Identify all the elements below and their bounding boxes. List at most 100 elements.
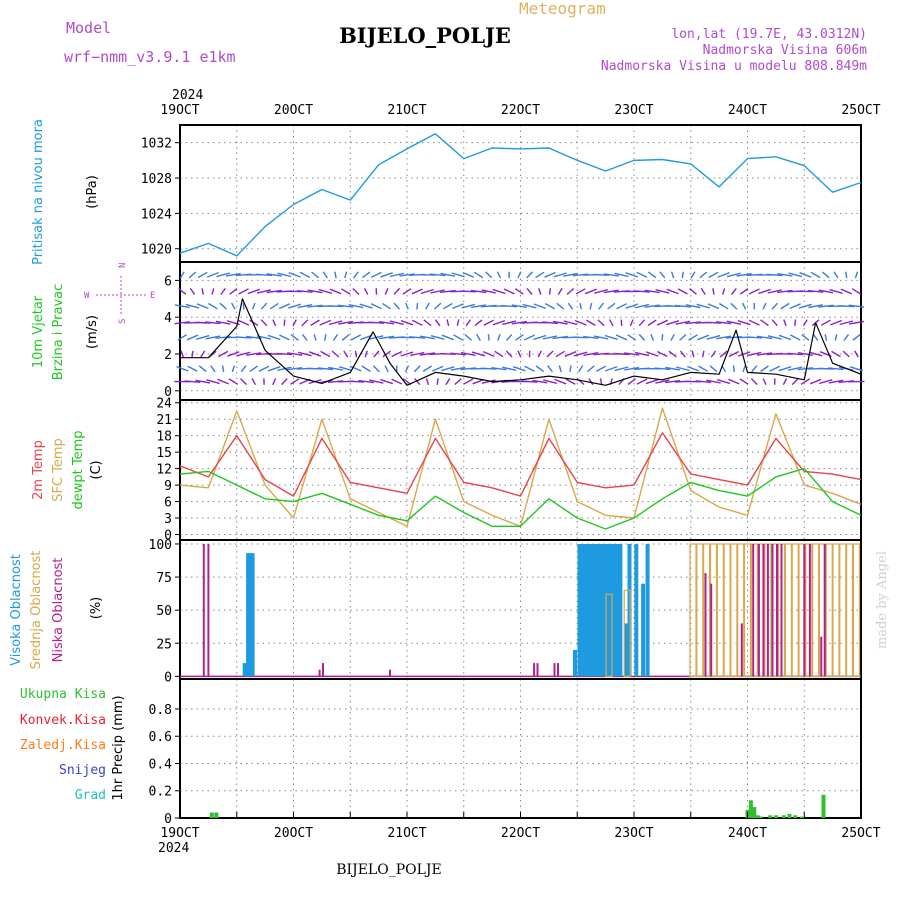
wind-arrow — [492, 288, 506, 295]
wind-arrow — [737, 351, 751, 357]
wind-arrow — [177, 334, 187, 341]
wind-arrow — [697, 334, 710, 341]
precip-bar — [800, 816, 804, 818]
y-tick-label: 1032 — [141, 137, 172, 152]
wind-arrow — [748, 319, 760, 326]
wind-arrow — [838, 305, 855, 308]
wind-arrow — [732, 365, 735, 372]
wind-arrow — [674, 304, 691, 308]
wind-arrow — [593, 335, 609, 340]
wind-arrow — [794, 319, 797, 326]
high-cloud-bar — [604, 544, 609, 677]
wind-arrow — [473, 271, 484, 279]
panel-4: 0 0.2 0.4 0.6 0.8 — [149, 678, 862, 827]
wind-arrow — [292, 319, 297, 327]
mid-cloud-bar — [811, 543, 820, 677]
y-tick-label: 12 — [156, 463, 172, 478]
wind-arrow — [384, 288, 389, 295]
wind-arrow — [411, 319, 423, 326]
wind-arrow — [416, 302, 419, 310]
mid-cloud-bar — [784, 543, 793, 677]
wind-arrow — [828, 379, 844, 384]
wind-arrow — [634, 351, 650, 357]
wind-arrow — [352, 287, 360, 295]
wind-arrow — [299, 271, 311, 279]
wind-arrow — [480, 367, 497, 370]
wind-arrow — [533, 303, 546, 309]
wind-arrow — [236, 351, 251, 357]
wind-arrow — [278, 303, 290, 310]
wind-arrow — [179, 271, 185, 279]
wind-arrow — [344, 271, 348, 279]
high-cloud-bar — [584, 544, 589, 677]
wind-arrow — [719, 350, 728, 358]
wind-arrow — [399, 273, 415, 277]
wind-arrow — [830, 319, 843, 326]
wind-arrow — [634, 303, 650, 309]
panel-0: 1020 1024 1028 1032 — [141, 124, 862, 263]
wind-arrow — [328, 320, 343, 326]
wind-arrow — [231, 365, 235, 373]
wind-arrow — [573, 351, 588, 357]
wind-arrow — [769, 365, 781, 372]
wind-arrow — [400, 351, 414, 357]
wind-arrow — [657, 350, 668, 358]
wind-arrow — [221, 365, 225, 373]
wind-arrow — [771, 319, 778, 327]
altitude-label: Nadmorska Visina 606m — [703, 43, 868, 58]
wind-arrow — [414, 378, 421, 386]
wind-arrow — [789, 334, 801, 341]
pressure-side-label: Pritisak na nivou mora (hPa) — [31, 119, 100, 265]
wind-arrow — [471, 351, 486, 357]
wind-arrow — [452, 303, 465, 310]
precip-legend-freezing: Zaledj.Kisa — [20, 738, 106, 753]
wind-arrow — [242, 302, 245, 310]
wind-arrow — [481, 379, 496, 384]
wind-arrow — [225, 272, 241, 277]
wind-arrow — [845, 271, 848, 279]
low-cloud-bar — [757, 544, 760, 677]
wind-arrow — [801, 334, 810, 341]
wind-arrow — [789, 303, 801, 310]
wind-arrow — [654, 367, 671, 371]
wind-arrow — [771, 302, 779, 310]
y-tick-label: 50 — [156, 604, 172, 619]
wind-arrow — [369, 379, 384, 384]
wind-arrow — [431, 365, 444, 372]
low-cloud-bar — [752, 544, 755, 677]
temp-side-label: 2m Temp SFC Temp dewpt Temp (C) — [31, 430, 104, 509]
wind-arrow — [521, 380, 538, 383]
wind-arrow — [638, 319, 646, 327]
wind-arrow — [597, 319, 605, 327]
wind-title-2: Brzina i Pravac — [51, 284, 66, 381]
time-label-top: 19OCT — [160, 103, 199, 118]
wind-arrow — [730, 302, 738, 310]
y-tick-label: 75 — [156, 571, 172, 586]
wind-arrow — [372, 365, 380, 373]
wind-arrow — [854, 271, 859, 279]
wind-arrow — [788, 272, 803, 278]
wind-arrow — [659, 271, 666, 279]
wind-arrow — [842, 350, 850, 358]
wind-arrow — [272, 378, 277, 386]
wind-arrow — [361, 271, 371, 279]
wind-arrow — [701, 350, 705, 358]
low-cloud-bar — [780, 544, 783, 677]
product-title: Meteogram — [519, 0, 606, 18]
mid-cloud-bar — [696, 543, 704, 677]
wind-arrow — [420, 288, 435, 295]
wind-arrow — [542, 335, 558, 340]
wind-arrow — [483, 319, 494, 326]
wind-arrow — [588, 378, 594, 386]
wind-arrow — [450, 366, 466, 371]
wind-arrow — [685, 304, 701, 309]
wind-arrow — [465, 319, 472, 327]
wind-arrow — [322, 271, 328, 279]
wind-arrow — [627, 334, 637, 341]
high-cloud-bar — [580, 544, 585, 677]
mid-cloud-bar — [723, 543, 731, 677]
wind-arrow — [272, 319, 277, 327]
wind-arrow — [219, 302, 227, 310]
wind-arrow — [709, 365, 718, 373]
